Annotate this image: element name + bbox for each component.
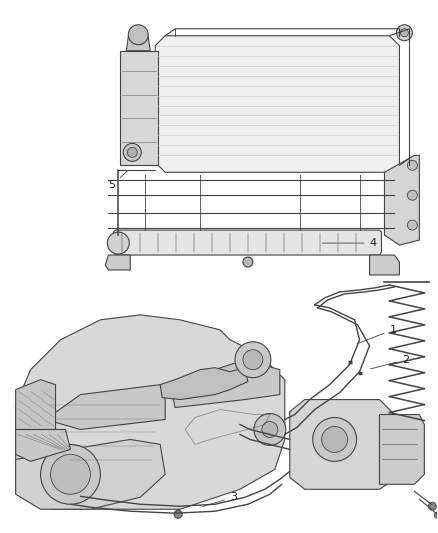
Polygon shape — [120, 51, 158, 165]
Circle shape — [396, 25, 413, 41]
Polygon shape — [16, 430, 71, 462]
Polygon shape — [16, 439, 165, 509]
Circle shape — [243, 257, 253, 267]
Polygon shape — [46, 385, 165, 430]
Circle shape — [428, 502, 436, 510]
Circle shape — [127, 148, 137, 157]
Circle shape — [243, 350, 263, 370]
Polygon shape — [113, 230, 381, 255]
Circle shape — [407, 160, 417, 171]
Polygon shape — [155, 36, 399, 172]
Polygon shape — [106, 255, 130, 270]
Circle shape — [321, 426, 348, 453]
Text: 3: 3 — [203, 492, 237, 506]
Circle shape — [407, 220, 417, 230]
Circle shape — [262, 422, 278, 438]
Circle shape — [107, 232, 129, 254]
Circle shape — [41, 445, 100, 504]
Polygon shape — [160, 368, 248, 400]
Circle shape — [434, 512, 438, 518]
Text: 4: 4 — [322, 238, 377, 248]
Text: 1: 1 — [357, 325, 396, 344]
Polygon shape — [16, 379, 56, 430]
Circle shape — [407, 190, 417, 200]
Circle shape — [235, 342, 271, 378]
Circle shape — [50, 455, 90, 494]
Polygon shape — [370, 255, 399, 275]
Circle shape — [174, 510, 182, 518]
Text: 5: 5 — [108, 170, 128, 190]
Circle shape — [400, 29, 408, 37]
Polygon shape — [16, 315, 285, 509]
Polygon shape — [170, 360, 280, 408]
Circle shape — [313, 417, 357, 462]
Polygon shape — [290, 400, 395, 489]
Polygon shape — [379, 415, 424, 484]
Circle shape — [128, 25, 148, 45]
Polygon shape — [385, 155, 419, 245]
Polygon shape — [126, 37, 150, 51]
Circle shape — [124, 143, 141, 161]
Circle shape — [254, 414, 286, 446]
Text: 2: 2 — [370, 354, 410, 369]
